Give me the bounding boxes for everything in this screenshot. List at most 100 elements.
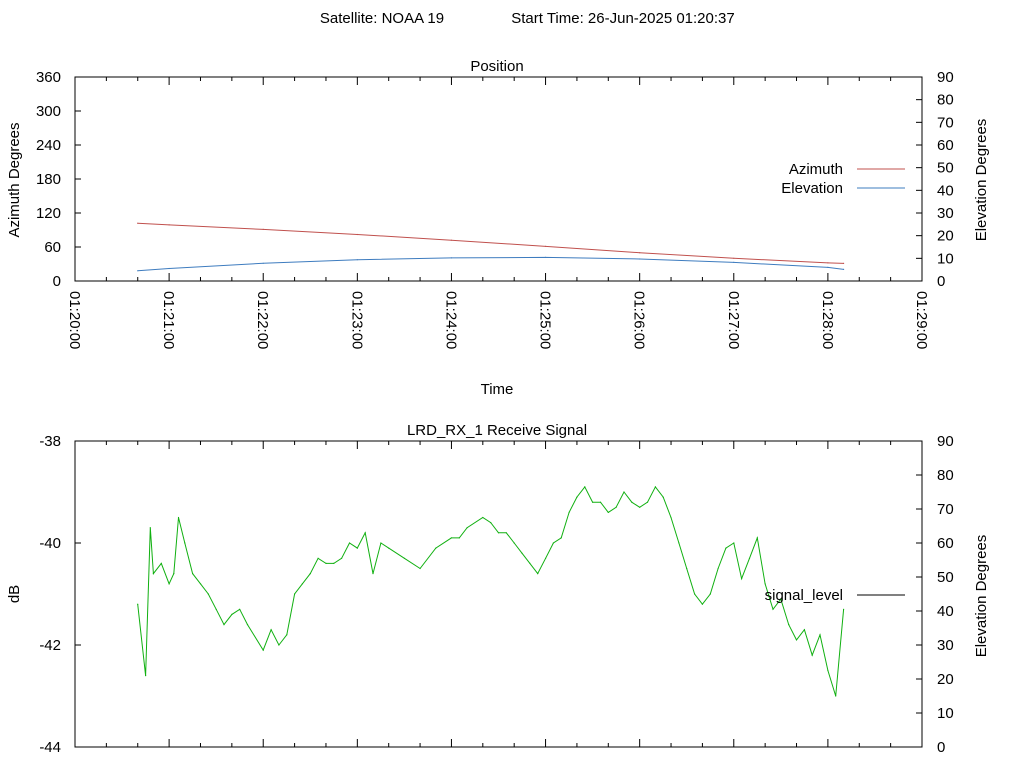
data-point <box>145 675 147 677</box>
y2-tick-label: 40 <box>937 603 954 620</box>
data-point <box>733 257 735 259</box>
data-point <box>537 573 539 575</box>
position-legend: Azimuth Elevation <box>781 161 905 197</box>
position-x-axis-label: Time <box>481 381 514 398</box>
signal-y2-axis-label: Elevation Degrees <box>973 535 990 658</box>
data-point <box>348 542 351 544</box>
data-point <box>309 573 311 575</box>
position-series <box>137 222 845 272</box>
satellite-label: Satellite: NOAA 19 <box>320 10 444 27</box>
data-point <box>811 654 813 656</box>
data-point <box>639 252 641 254</box>
y2-tick-label: 70 <box>937 501 954 518</box>
y2-tick-label: 50 <box>937 160 954 177</box>
data-point <box>717 567 719 570</box>
data-point <box>168 224 170 226</box>
y2-tick-label: 30 <box>937 205 954 222</box>
y-tick-label: 360 <box>36 69 61 86</box>
data-point <box>670 516 672 519</box>
x-tick-label: 01:25:00 <box>537 291 554 349</box>
y2-tick-label: 70 <box>937 114 954 131</box>
legend-label: Azimuth <box>789 161 843 178</box>
y2-tick-label: 90 <box>937 69 954 86</box>
data-point <box>450 239 452 241</box>
signal-legend: signal_level <box>765 587 905 604</box>
position-chart: Position Azimuth Degrees Elevation Degre… <box>6 58 990 398</box>
data-point <box>843 268 845 270</box>
data-point <box>835 695 837 697</box>
data-point <box>803 629 806 631</box>
data-point <box>764 583 766 585</box>
data-point <box>819 634 821 636</box>
data-point <box>545 256 547 258</box>
y2-tick-label: 20 <box>937 228 954 245</box>
y2-tick-label: 30 <box>937 637 954 654</box>
data-point <box>270 629 272 631</box>
data-point <box>137 222 139 224</box>
data-point <box>152 573 154 575</box>
data-point <box>199 583 202 585</box>
data-point <box>827 669 829 672</box>
data-point <box>646 501 649 503</box>
y-tick-label: -44 <box>39 739 61 756</box>
data-point <box>466 527 468 529</box>
data-point <box>505 532 507 534</box>
data-point <box>599 501 602 503</box>
data-point <box>568 511 570 513</box>
data-point <box>733 542 735 544</box>
signal-y-axis-label: dB <box>6 585 23 603</box>
signal-plot-frame <box>74 440 923 748</box>
data-point <box>262 262 264 264</box>
y-tick-label: -38 <box>39 433 61 450</box>
data-point <box>184 542 186 544</box>
y2-tick-label: 80 <box>937 467 954 484</box>
data-point <box>552 542 555 544</box>
series-line-signal-level <box>137 485 845 697</box>
x-tick-label: 01:27:00 <box>725 291 742 349</box>
data-point <box>560 537 562 539</box>
y-tick-label: 120 <box>36 205 61 222</box>
data-point <box>246 624 249 626</box>
data-point <box>364 532 366 534</box>
data-point <box>631 501 633 503</box>
y-tick-label: 300 <box>36 103 61 120</box>
y-tick-label: 180 <box>36 171 61 188</box>
start-time-label: Start Time: 26-Jun-2025 01:20:37 <box>511 10 734 27</box>
y2-tick-label: 40 <box>937 182 954 199</box>
data-point <box>137 603 139 605</box>
data-point <box>748 557 751 559</box>
data-point <box>623 491 625 493</box>
data-point <box>333 562 335 565</box>
y2-tick-label: 50 <box>937 569 954 586</box>
signal-title: LRD_RX_1 Receive Signal <box>407 422 587 439</box>
data-point <box>639 506 641 508</box>
y-tick-label: -40 <box>39 535 61 552</box>
data-point <box>576 496 578 498</box>
data-point <box>403 557 405 559</box>
data-point <box>529 562 531 565</box>
data-point <box>772 608 774 610</box>
data-point <box>301 583 303 585</box>
data-point <box>545 557 547 559</box>
data-point <box>827 266 829 268</box>
data-point <box>827 262 829 264</box>
data-point <box>843 608 845 610</box>
data-point <box>701 603 704 605</box>
data-point <box>780 598 782 600</box>
legend-label: Elevation <box>781 180 843 197</box>
signal-axes: -44 -42 -40 -38 0 10 20 30 40 50 60 70 80 90 <box>39 433 953 756</box>
data-point <box>286 634 288 636</box>
data-point <box>192 573 194 575</box>
data-point <box>160 562 162 565</box>
data-point <box>545 245 547 247</box>
data-point <box>725 547 727 549</box>
data-point <box>733 261 735 263</box>
data-point <box>435 547 437 549</box>
x-tick-label: 01:29:00 <box>913 291 930 349</box>
data-point <box>294 593 296 595</box>
data-point <box>694 593 696 595</box>
series-line-azimuth <box>137 222 844 264</box>
y2-tick-label: 90 <box>937 433 954 450</box>
signal-chart: LRD_RX_1 Receive Signal dB Elevation Deg… <box>6 422 990 756</box>
